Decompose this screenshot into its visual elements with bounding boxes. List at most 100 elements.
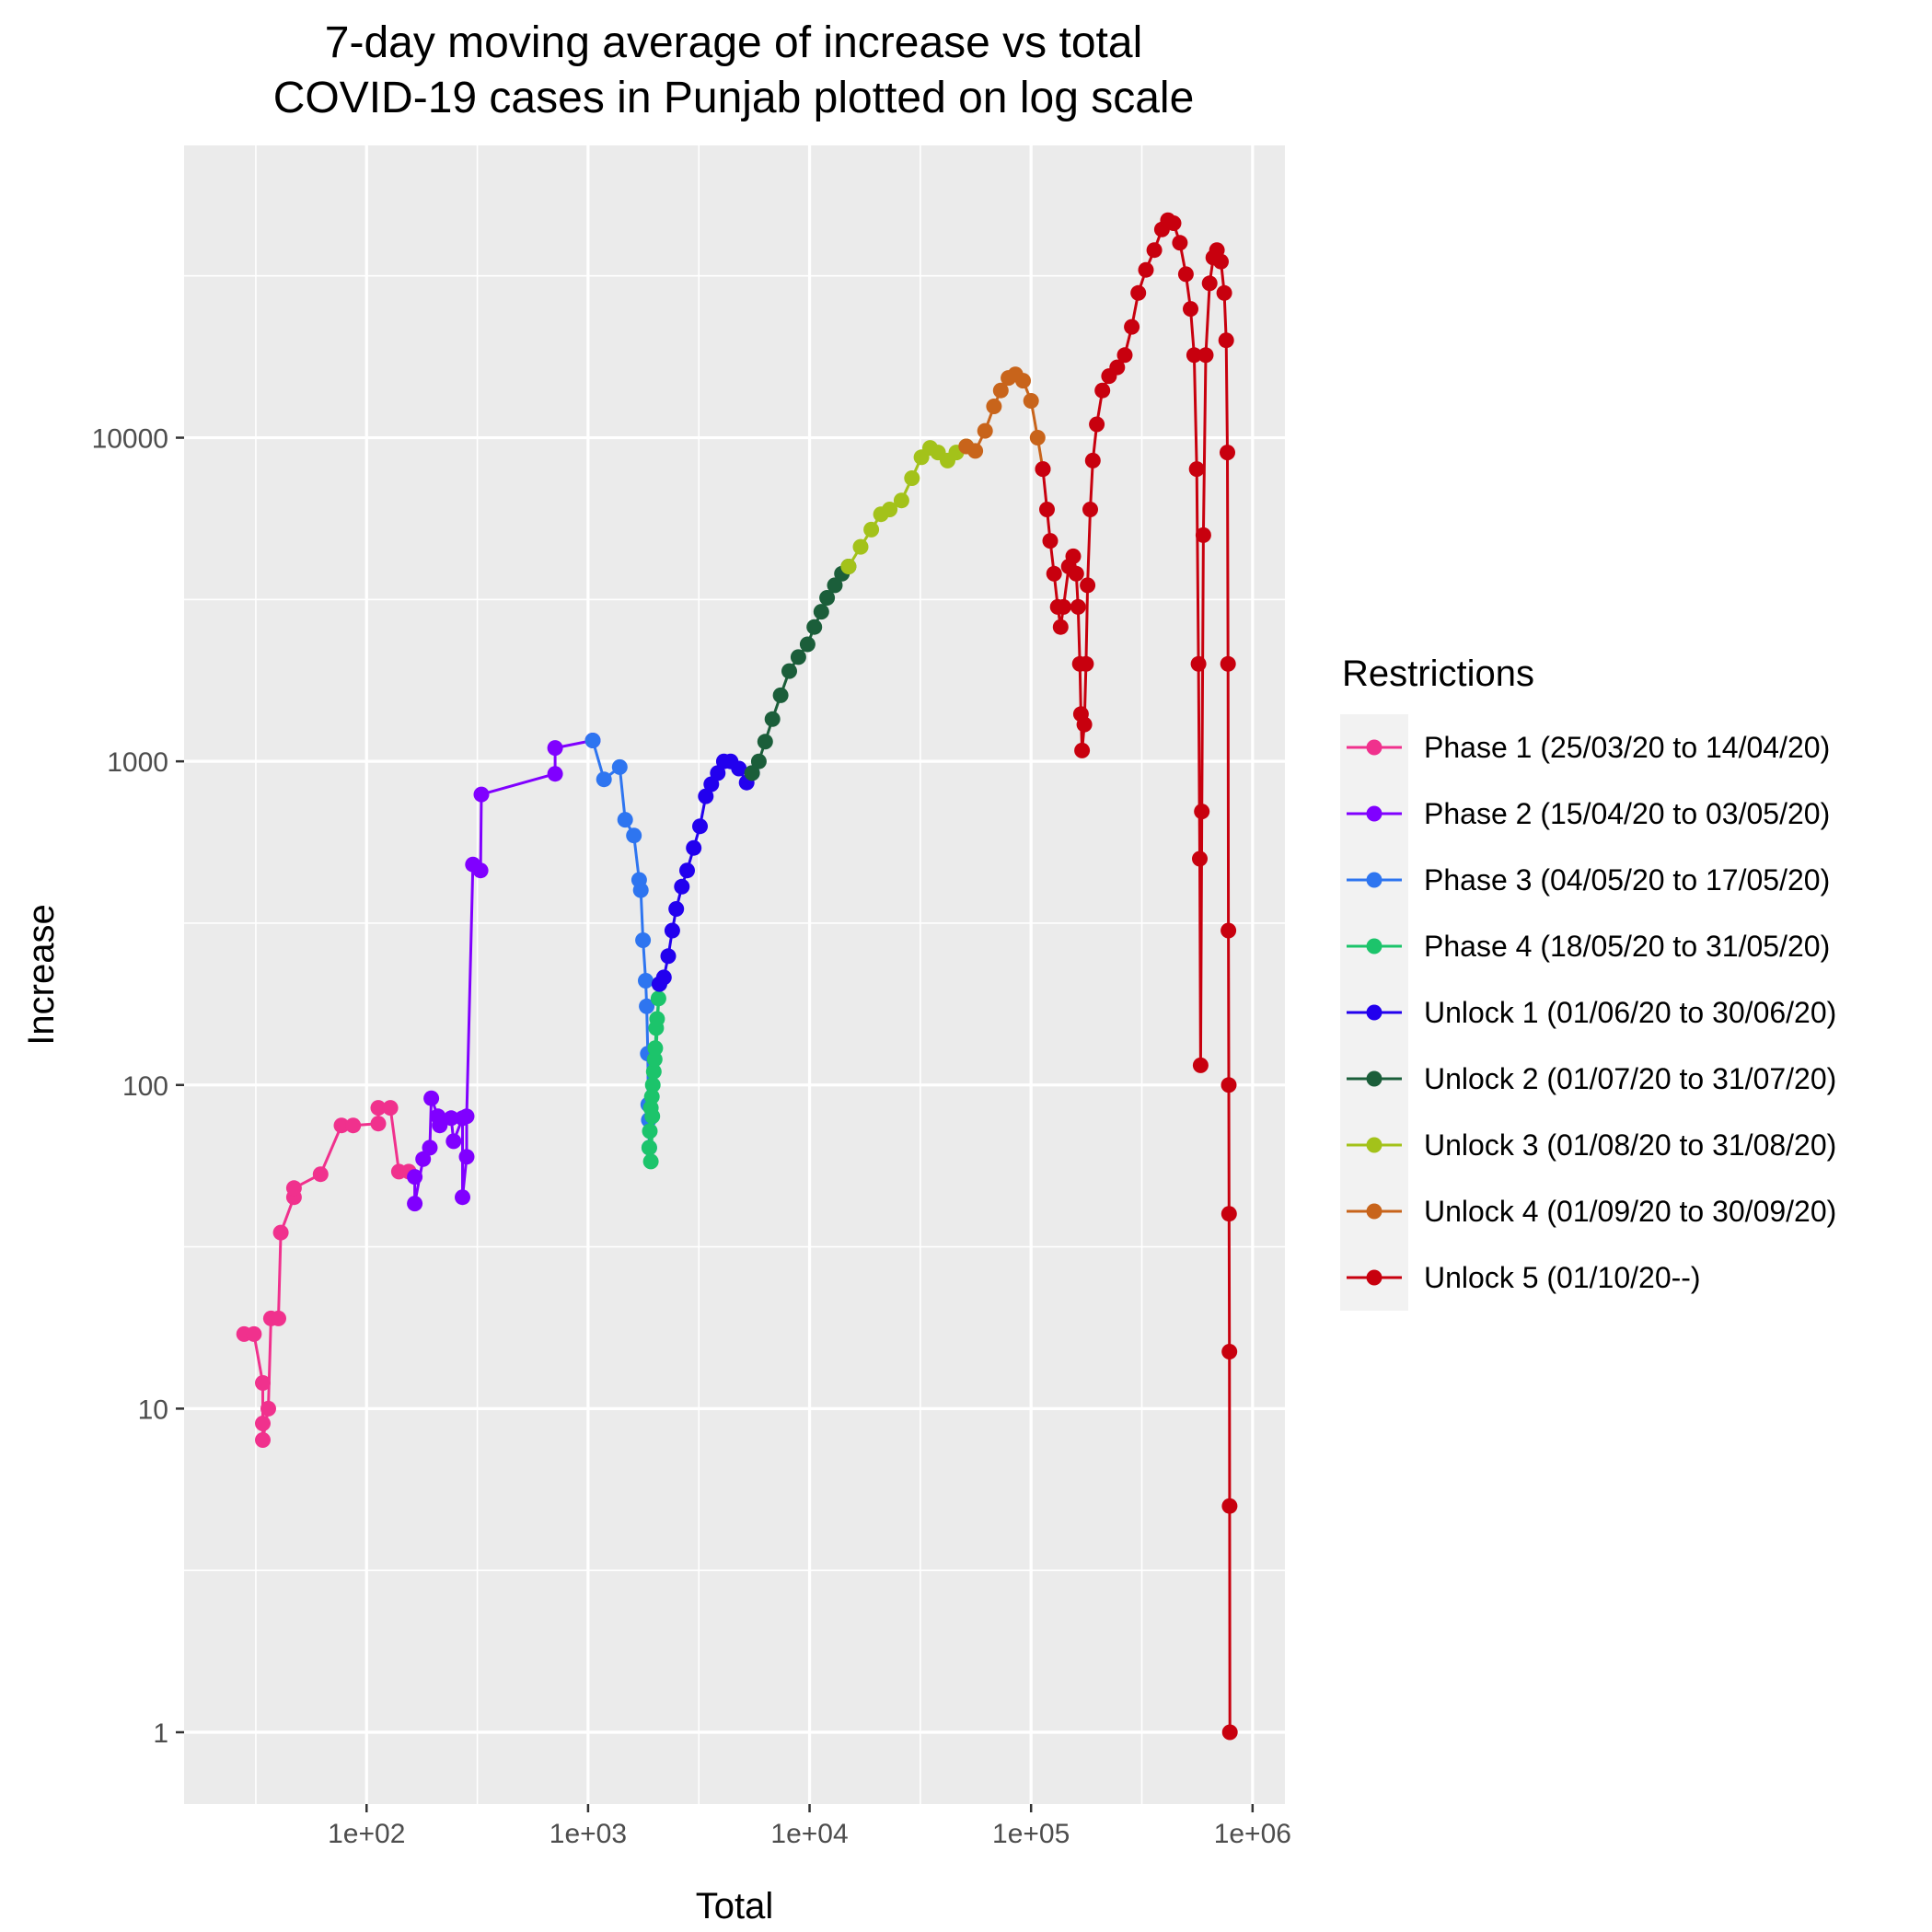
data-point — [1116, 347, 1133, 364]
chart-title-line-1: 7-day moving average of increase vs tota… — [325, 18, 1142, 67]
chart-title-line-2: COVID-19 cases in Punjab plotted on log … — [273, 74, 1195, 122]
data-point — [893, 492, 909, 509]
legend-item: Unlock 5 (01/10/20--) — [1347, 1261, 1701, 1294]
data-point — [674, 878, 690, 895]
data-point — [813, 604, 829, 620]
x-axis-title: Total — [696, 1886, 774, 1926]
data-point — [1186, 347, 1202, 364]
x-tick-label: 1e+05 — [992, 1819, 1070, 1849]
data-point — [1188, 461, 1205, 478]
data-point — [635, 932, 652, 948]
legend-label: Phase 1 (25/03/20 to 14/04/20) — [1424, 731, 1830, 764]
data-point — [626, 827, 642, 844]
data-point — [1183, 301, 1198, 318]
data-point — [584, 733, 601, 748]
legend-item: Phase 1 (25/03/20 to 14/04/20) — [1347, 731, 1830, 764]
series-9 — [1035, 212, 1238, 1741]
data-point — [646, 1051, 663, 1068]
data-point — [1201, 275, 1218, 292]
data-point — [1221, 1206, 1237, 1222]
legend-key-point — [1366, 1203, 1382, 1220]
data-point — [1042, 533, 1059, 550]
x-tick-label: 1e+03 — [550, 1819, 627, 1849]
data-point — [1221, 1077, 1237, 1093]
data-point — [1015, 373, 1031, 389]
data-point — [790, 649, 806, 665]
legend-label: Phase 4 (18/05/20 to 31/05/20) — [1424, 930, 1830, 963]
legend-key-point — [1366, 938, 1382, 954]
data-point — [1078, 655, 1094, 672]
legend-items: Phase 1 (25/03/20 to 14/04/20) Phase 2 (1… — [1347, 731, 1836, 1294]
data-point — [731, 760, 747, 777]
data-point — [1216, 284, 1232, 301]
legend: Restrictions Phase 1 (25/03/20 to 14/04/… — [1340, 654, 1836, 1311]
legend-label: Phase 3 (04/05/20 to 17/05/20) — [1424, 863, 1830, 897]
plot-panel — [184, 145, 1285, 1804]
data-point — [455, 1189, 470, 1206]
legend-label: Unlock 2 (01/07/20 to 31/07/20) — [1424, 1062, 1836, 1095]
data-point — [1052, 619, 1069, 635]
legend-item: Unlock 2 (01/07/20 to 31/07/20) — [1347, 1062, 1836, 1095]
legend-item: Phase 4 (18/05/20 to 31/05/20) — [1347, 930, 1830, 963]
legend-label: Unlock 3 (01/08/20 to 31/08/20) — [1424, 1128, 1836, 1162]
data-point — [827, 577, 843, 594]
series-8 — [958, 366, 1051, 478]
data-point — [668, 901, 685, 917]
legend-item: Unlock 1 (01/06/20 to 30/06/20) — [1347, 996, 1836, 1029]
data-point — [639, 998, 655, 1014]
data-point — [370, 1116, 387, 1132]
data-point — [596, 771, 612, 788]
data-point — [643, 1089, 660, 1105]
data-point — [744, 765, 760, 781]
data-point — [1220, 655, 1236, 672]
data-point — [246, 1325, 262, 1342]
data-point — [1046, 565, 1062, 582]
data-point — [852, 538, 869, 555]
data-point — [458, 1149, 475, 1165]
data-point — [1192, 1057, 1209, 1073]
data-point — [638, 973, 654, 989]
series-7 — [840, 438, 975, 574]
data-point — [645, 1063, 662, 1080]
series-5 — [651, 753, 760, 992]
data-point — [1221, 922, 1237, 939]
data-point — [547, 766, 563, 782]
data-point — [617, 812, 633, 828]
data-point — [679, 862, 695, 879]
data-point — [1082, 502, 1098, 517]
data-point — [1076, 716, 1093, 733]
data-point — [370, 1100, 387, 1116]
data-point — [432, 1117, 448, 1134]
y-tick-label: 100 — [122, 1071, 168, 1102]
series-layer — [236, 212, 1238, 1741]
data-point — [819, 590, 836, 606]
data-point — [407, 1169, 423, 1186]
data-point — [271, 1310, 286, 1326]
x-axis-ticks: 1e+02 1e+03 1e+04 1e+05 1e+06 — [328, 1804, 1291, 1849]
data-point — [345, 1117, 362, 1134]
y-axis-title: Increase — [21, 904, 62, 1045]
data-point — [1146, 242, 1163, 259]
data-point — [1080, 577, 1096, 594]
data-point — [1074, 742, 1091, 758]
y-axis-ticks: 1 10 100 1000 10000 — [92, 424, 184, 1749]
grid-major — [184, 145, 1285, 1804]
data-point — [1177, 266, 1194, 283]
data-point — [644, 1077, 661, 1093]
legend-title: Restrictions — [1342, 654, 1534, 694]
data-point — [1221, 1344, 1238, 1359]
data-point — [644, 1108, 661, 1125]
data-point — [255, 1416, 271, 1431]
data-point — [632, 882, 649, 898]
data-point — [1172, 235, 1188, 251]
legend-item: Unlock 4 (01/09/20 to 30/09/20) — [1347, 1195, 1836, 1228]
data-point — [1068, 565, 1084, 582]
legend-key-point — [1366, 872, 1382, 888]
legend-item: Phase 3 (04/05/20 to 17/05/20) — [1347, 863, 1830, 897]
data-point — [1094, 382, 1111, 399]
data-point — [458, 1108, 475, 1125]
legend-item: Phase 2 (15/04/20 to 03/05/20) — [1347, 797, 1830, 830]
data-point — [443, 1110, 459, 1127]
data-point — [382, 1100, 399, 1116]
